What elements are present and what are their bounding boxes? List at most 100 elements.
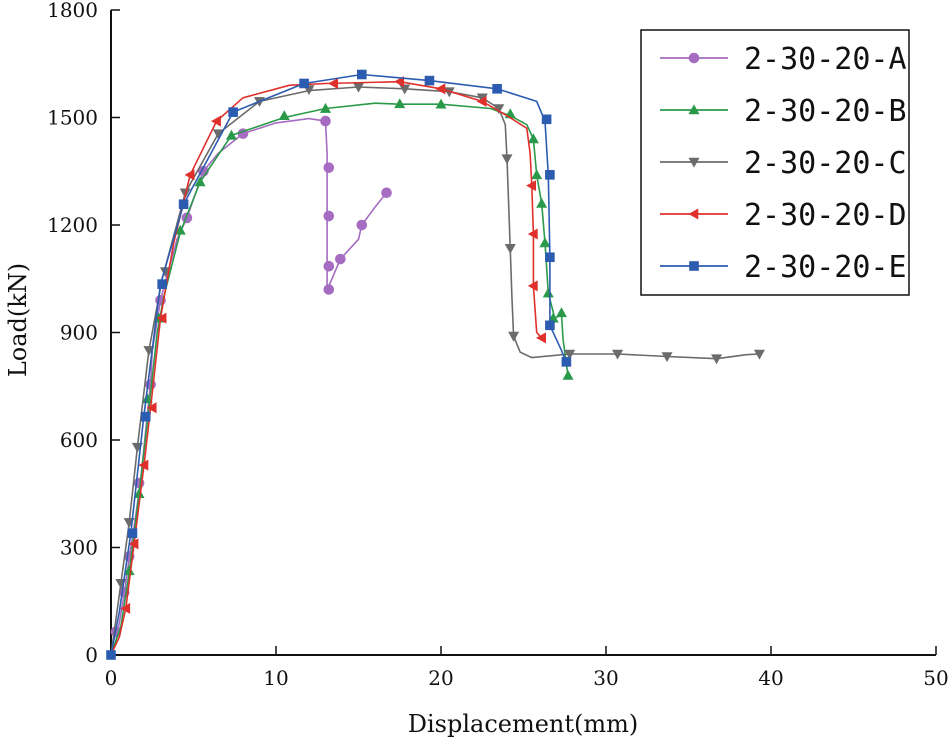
data-point — [323, 162, 335, 173]
y-tick-label: 1800 — [47, 0, 98, 22]
data-point — [526, 180, 537, 192]
legend-label: 2-30-20-B — [744, 94, 907, 129]
legend-item: 2-30-20-E — [660, 250, 907, 285]
data-point — [106, 650, 116, 660]
y-axis-title: Load(kN) — [4, 263, 32, 377]
data-point — [542, 287, 554, 298]
data-point — [661, 352, 673, 363]
data-point — [157, 279, 167, 289]
series-2-30-20-E — [106, 69, 572, 660]
data-point — [174, 224, 186, 235]
x-tick-label: 0 — [105, 666, 118, 690]
data-point — [527, 280, 538, 292]
y-tick-label: 0 — [85, 643, 98, 667]
data-point — [225, 129, 237, 140]
data-point — [320, 115, 331, 127]
x-tick-label: 50 — [923, 666, 948, 690]
data-point — [536, 332, 546, 344]
data-point — [184, 169, 195, 181]
series-line — [110, 86, 760, 656]
data-point — [508, 331, 520, 342]
legend-label: 2-30-20-E — [744, 250, 907, 285]
data-point — [476, 95, 487, 107]
data-point — [146, 402, 157, 414]
data-point — [356, 69, 367, 80]
data-point — [138, 459, 149, 471]
data-point — [156, 312, 167, 324]
data-point — [335, 253, 346, 265]
legend-marker — [688, 52, 700, 64]
y-tick-label: 1200 — [47, 213, 98, 237]
y-tick-label: 300 — [60, 536, 98, 560]
data-point — [545, 320, 555, 331]
legend-label: 2-30-20-C — [744, 146, 907, 181]
data-point — [501, 154, 513, 165]
data-point — [561, 357, 572, 367]
legend-item: 2-30-20-D — [660, 198, 907, 233]
legend-marker — [689, 261, 699, 271]
data-point — [539, 237, 551, 248]
x-tick-label: 40 — [758, 666, 783, 690]
data-point — [299, 78, 309, 89]
data-point — [228, 107, 238, 117]
data-point — [531, 169, 543, 180]
x-tick-label: 30 — [593, 666, 618, 690]
data-point — [178, 199, 189, 210]
legend-marker — [688, 208, 699, 220]
data-point — [319, 102, 332, 113]
data-point — [504, 243, 516, 254]
data-point — [394, 76, 405, 88]
series-line — [110, 73, 568, 656]
data-point — [381, 187, 392, 199]
series-line — [110, 102, 569, 656]
y-tick-label: 600 — [60, 428, 98, 452]
data-point — [435, 83, 446, 95]
data-point — [753, 349, 765, 360]
data-point — [323, 260, 335, 272]
legend-item: 2-30-20-C — [660, 146, 907, 181]
legend-label: 2-30-20-D — [744, 198, 907, 233]
legend-marker — [688, 104, 700, 115]
data-point — [504, 108, 516, 119]
data-point — [194, 176, 206, 187]
data-point — [278, 110, 290, 121]
data-point — [711, 354, 723, 365]
data-point — [564, 349, 576, 360]
series-2-30-20-C — [110, 82, 765, 656]
data-point — [323, 210, 335, 222]
axes: 0 10 20 30 40 50 0 300 600 900 1200 1500 1800 — [47, 0, 949, 690]
data-point — [323, 284, 335, 295]
data-point — [541, 114, 552, 125]
data-point — [435, 98, 447, 109]
series-layer — [106, 69, 765, 660]
data-point — [123, 565, 135, 576]
data-point — [536, 197, 548, 208]
legend-marker — [688, 157, 700, 168]
data-point — [210, 115, 221, 127]
x-axis-title: Displacement(mm) — [408, 710, 639, 738]
y-tick-label: 900 — [60, 321, 98, 345]
data-point — [328, 77, 339, 89]
data-point — [141, 393, 153, 404]
legend-item: 2-30-20-B — [660, 94, 907, 129]
data-point — [399, 84, 411, 95]
x-tick-label: 20 — [428, 666, 453, 690]
data-point — [527, 228, 538, 240]
data-point — [128, 538, 139, 550]
data-point — [127, 528, 138, 538]
data-point — [424, 75, 435, 86]
data-point — [612, 349, 624, 360]
series-2-30-20-B — [110, 98, 574, 656]
legend-item: 2-30-20-A — [660, 42, 907, 77]
data-point — [527, 133, 539, 144]
data-point — [562, 369, 574, 380]
legend-label: 2-30-20-A — [744, 42, 907, 77]
data-point — [545, 170, 555, 180]
data-point — [133, 488, 145, 499]
data-point — [394, 98, 406, 109]
x-tick-label: 10 — [263, 666, 288, 690]
data-point — [120, 602, 131, 614]
data-point — [356, 219, 368, 231]
data-point — [545, 252, 555, 263]
